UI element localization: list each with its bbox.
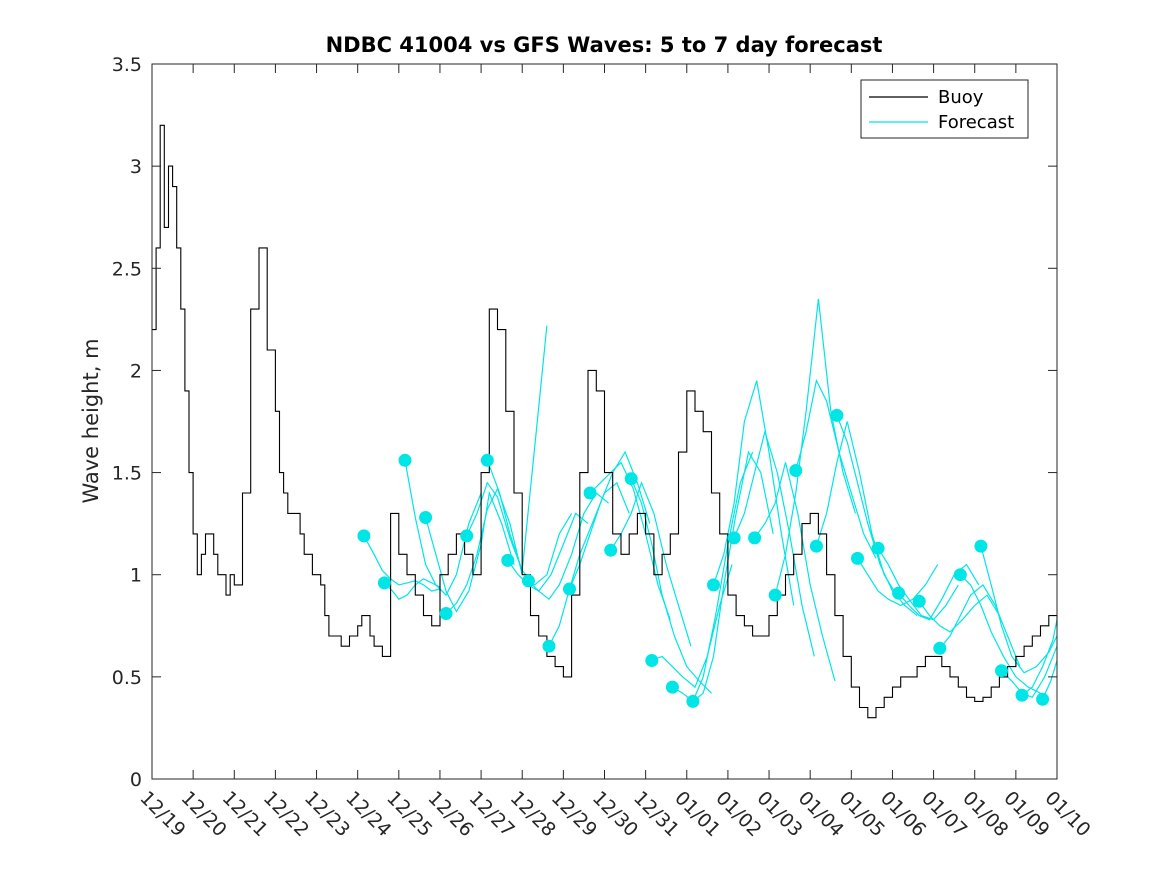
forecast-start-marker-14 — [624, 472, 638, 486]
forecast-line-30 — [959, 574, 1041, 694]
forecast-start-marker-21 — [768, 588, 782, 602]
chart-title: NDBC 41004 vs GFS Waves: 5 to 7 day fore… — [326, 33, 883, 57]
forecast-start-marker-13 — [604, 543, 618, 557]
forecast-start-marker-22 — [789, 464, 803, 477]
forecast-line-8 — [507, 512, 589, 592]
forecast-start-marker-34 — [1036, 692, 1050, 706]
forecast-line-6 — [466, 325, 548, 571]
forecast-start-marker-9 — [521, 574, 535, 588]
forecast-start-marker-8 — [501, 553, 515, 567]
forecast-start-marker-27 — [892, 586, 906, 600]
forecast-start-marker-28 — [912, 594, 926, 608]
forecast-start-marker-20 — [748, 531, 762, 545]
forecast-line-26 — [877, 547, 959, 621]
forecast-start-marker-19 — [727, 531, 741, 545]
forecast-start-marker-11 — [563, 582, 576, 596]
forecast-start-marker-15 — [645, 654, 659, 667]
legend-buoy-label: Buoy — [938, 87, 984, 108]
forecast-line-29 — [939, 583, 1021, 667]
forecast-start-marker-30 — [953, 568, 967, 582]
forecast-start-marker-33 — [1015, 688, 1029, 702]
forecast-line-33 — [1021, 619, 1058, 696]
forecast-line-10 — [548, 481, 630, 647]
forecast-start-marker-26 — [871, 541, 885, 555]
forecast-line-15 — [651, 564, 733, 689]
y-tick-label-0: 0 — [130, 769, 142, 791]
y-axis-label: Wave height, m — [79, 338, 103, 503]
forecast-start-marker-1 — [357, 529, 371, 543]
y-tick-label-2: 1 — [130, 565, 142, 587]
y-tick-label-5: 2.5 — [112, 258, 142, 280]
buoy-series-group — [152, 124, 1058, 719]
legend: Buoy Forecast — [860, 79, 1029, 139]
forecast-line-28 — [918, 594, 1000, 633]
forecast-line-16 — [672, 451, 754, 703]
y-tick-label-6: 3 — [130, 156, 142, 178]
forecast-start-marker-17 — [686, 694, 700, 708]
forecast-line-34 — [1042, 660, 1058, 700]
y-tick-label-3: 1.5 — [112, 463, 142, 485]
forecast-line-1 — [363, 535, 441, 592]
legend-forecast-label: Forecast — [938, 112, 1014, 133]
forecast-start-marker-23 — [809, 539, 823, 553]
forecast-start-marker-5 — [439, 607, 453, 620]
forecast-line-20 — [754, 462, 836, 682]
forecast-start-marker-6 — [460, 529, 474, 543]
forecast-start-marker-4 — [419, 511, 433, 524]
forecast-markers-group — [357, 408, 1050, 708]
forecast-line-2 — [383, 578, 441, 600]
y-tick-label-1: 0.5 — [112, 667, 142, 689]
forecast-line-17 — [692, 450, 774, 702]
forecast-line-13 — [610, 481, 692, 647]
forecast-start-marker-29 — [933, 641, 947, 655]
forecast-start-marker-32 — [995, 664, 1008, 678]
forecast-line-5 — [445, 487, 523, 614]
forecast-start-marker-3 — [398, 453, 412, 467]
forecast-start-marker-24 — [830, 408, 844, 422]
forecast-start-marker-10 — [542, 639, 556, 653]
y-tick-label-4: 2 — [130, 360, 142, 382]
forecast-line-27 — [898, 563, 980, 621]
y-tick-label-7: 3.5 — [112, 54, 142, 76]
forecast-line-18 — [712, 380, 795, 606]
forecast-start-marker-12 — [583, 486, 597, 500]
forecast-start-marker-2 — [377, 576, 391, 590]
forecast-line-4 — [425, 490, 515, 613]
forecast-line-21 — [774, 298, 856, 596]
forecast-start-marker-31 — [974, 539, 988, 553]
forecast-line-22 — [795, 378, 877, 559]
forecast-line-14 — [630, 478, 712, 694]
legend-box — [860, 79, 1029, 139]
forecast-start-marker-25 — [851, 551, 864, 565]
buoy-line — [152, 124, 1058, 719]
forecast-start-marker-16 — [665, 680, 679, 694]
forecast-start-marker-18 — [707, 578, 720, 592]
forecast-line-19 — [733, 429, 815, 657]
forecast-start-marker-7 — [480, 453, 494, 467]
forecast-line-25 — [856, 558, 939, 607]
